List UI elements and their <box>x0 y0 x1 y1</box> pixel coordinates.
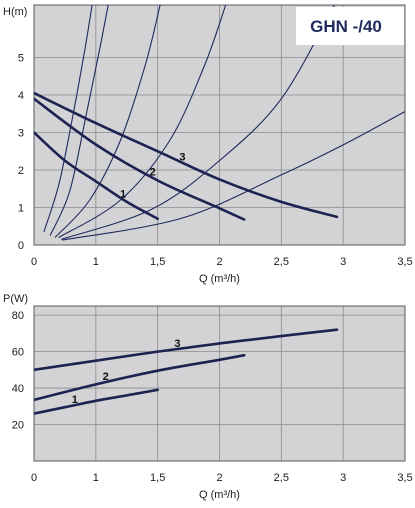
x-axis-label: Q (m³/h) <box>199 273 240 285</box>
head-flow-chart: 0 1 1,5 2 2,5 3 3,5 0 1 2 3 4 5 H(m) Q (m³/h) 1 2 3 <box>3 4 413 285</box>
curve-label-1: 1 <box>120 188 126 200</box>
x-tick-label: 3,5 <box>397 256 412 268</box>
x-tick-label: 1 <box>93 256 99 268</box>
x-tick-label: 2,5 <box>274 256 289 268</box>
x-tick-label: 1 <box>93 472 99 484</box>
y-tick-label: 0 <box>18 240 24 252</box>
system-curve <box>54 5 161 238</box>
chart-title: GHN -/40 <box>310 17 382 36</box>
y-tick-label: 60 <box>12 347 24 359</box>
pump-curve-2 <box>34 353 246 402</box>
x-tick-label: 0 <box>31 472 37 484</box>
y-tick-label: 2 <box>18 165 24 177</box>
y-tick-label: 20 <box>12 420 24 432</box>
system-curve <box>62 111 405 241</box>
pump-curve-2 <box>34 97 246 221</box>
curve-label-2: 2 <box>150 167 156 179</box>
y-tick-label: 40 <box>12 383 24 395</box>
plot-frame <box>33 305 406 462</box>
plot-frame <box>33 4 406 246</box>
power-flow-chart: 0 1 1,5 2 2,5 3 3,5 20 40 60 80 P(W) Q (m³/h) 1 2 3 <box>3 293 413 501</box>
title-box: GHN -/40 <box>296 7 404 45</box>
x-tick-label: 2 <box>216 256 222 268</box>
pump-curve-3 <box>34 91 339 219</box>
system-curve <box>61 5 335 240</box>
x-tick-label: 2 <box>216 472 222 484</box>
title-box-background <box>296 7 404 45</box>
y-tick-label: 5 <box>18 53 24 65</box>
x-tick-label: 3 <box>340 256 346 268</box>
curve-label-3: 3 <box>179 152 185 164</box>
x-tick-label: 1,5 <box>150 256 165 268</box>
curves-group <box>34 328 339 415</box>
y-tick-label: 4 <box>18 90 24 102</box>
system-curve <box>58 5 227 238</box>
y-tick-label: 1 <box>18 203 24 215</box>
system-curve <box>49 5 109 236</box>
pump-curve-3 <box>34 328 339 372</box>
system-curve <box>43 5 93 233</box>
curve-label-2: 2 <box>103 371 109 383</box>
x-tick-label: 0 <box>31 256 37 268</box>
pump-curve-1 <box>34 388 159 415</box>
y-tick-label: 3 <box>18 128 24 140</box>
y-tick-label: 80 <box>12 310 24 322</box>
curve-label-3: 3 <box>174 338 180 350</box>
x-axis-label: Q (m³/h) <box>199 489 240 501</box>
y-axis-label: P(W) <box>3 293 28 305</box>
pump-curve-1 <box>34 131 159 221</box>
curve-label-1: 1 <box>72 394 78 406</box>
y-axis-label: H(m) <box>3 6 27 18</box>
x-tick-label: 3 <box>340 472 346 484</box>
x-tick-label: 2,5 <box>274 472 289 484</box>
x-tick-label: 1,5 <box>150 472 165 484</box>
x-tick-label: 3,5 <box>397 472 412 484</box>
curves-group <box>34 5 405 241</box>
